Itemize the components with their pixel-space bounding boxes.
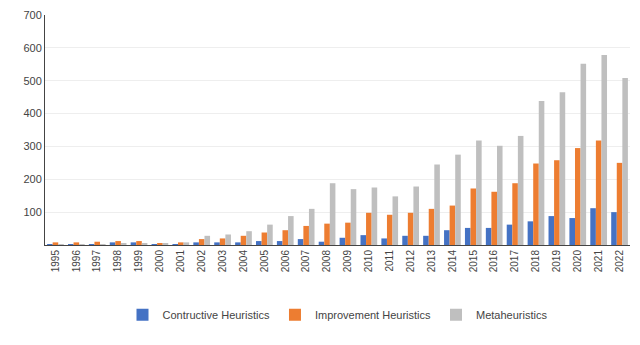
svg-text:500: 500 xyxy=(23,75,41,87)
svg-text:400: 400 xyxy=(23,107,41,119)
svg-text:Improvement Heuristics: Improvement Heuristics xyxy=(315,309,431,321)
svg-text:2002: 2002 xyxy=(196,250,207,273)
svg-text:1996: 1996 xyxy=(71,250,82,273)
svg-text:1997: 1997 xyxy=(91,250,102,273)
svg-text:2006: 2006 xyxy=(280,250,291,273)
svg-text:2022: 2022 xyxy=(614,250,625,273)
svg-text:2016: 2016 xyxy=(488,250,499,273)
svg-text:2009: 2009 xyxy=(342,250,353,273)
svg-text:2019: 2019 xyxy=(551,250,562,273)
svg-text:200: 200 xyxy=(23,173,41,185)
svg-text:2004: 2004 xyxy=(238,250,249,273)
svg-text:2008: 2008 xyxy=(321,250,332,273)
svg-text:1999: 1999 xyxy=(133,250,144,273)
svg-text:300: 300 xyxy=(23,140,41,152)
svg-text:2013: 2013 xyxy=(426,250,437,273)
svg-text:2015: 2015 xyxy=(468,250,479,273)
svg-text:1998: 1998 xyxy=(112,250,123,273)
svg-text:2017: 2017 xyxy=(509,250,520,273)
svg-text:2021: 2021 xyxy=(593,250,604,273)
svg-text:2000: 2000 xyxy=(154,250,165,273)
svg-text:2001: 2001 xyxy=(175,250,186,273)
svg-text:2014: 2014 xyxy=(447,250,458,273)
svg-text:2020: 2020 xyxy=(572,250,583,273)
svg-text:100: 100 xyxy=(23,206,41,218)
svg-text:1995: 1995 xyxy=(50,250,61,273)
svg-text:700: 700 xyxy=(23,9,41,21)
svg-text:2007: 2007 xyxy=(300,250,311,273)
svg-text:2005: 2005 xyxy=(259,250,270,273)
svg-text:2011: 2011 xyxy=(384,250,395,272)
svg-text:Metaheuristics: Metaheuristics xyxy=(476,309,547,321)
svg-text:2018: 2018 xyxy=(530,250,541,273)
svg-text:600: 600 xyxy=(23,42,41,54)
svg-text:2012: 2012 xyxy=(405,250,416,273)
svg-text:2010: 2010 xyxy=(363,250,374,273)
svg-text:Contructive Heuristics: Contructive Heuristics xyxy=(163,309,270,321)
svg-text:2003: 2003 xyxy=(217,250,228,273)
